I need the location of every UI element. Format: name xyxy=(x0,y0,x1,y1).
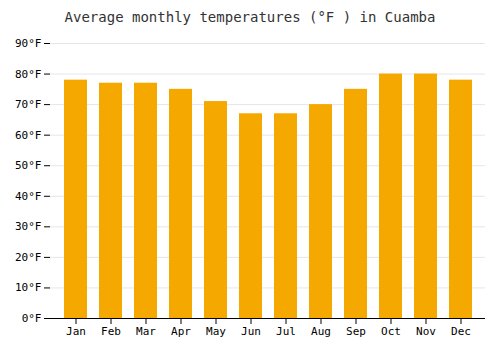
svg-text:70°F: 70°F xyxy=(15,98,42,111)
svg-text:40°F: 40°F xyxy=(15,190,42,203)
svg-text:20°F: 20°F xyxy=(15,251,42,264)
svg-text:80°F: 80°F xyxy=(15,68,42,81)
svg-text:Oct: Oct xyxy=(381,325,401,338)
svg-text:May: May xyxy=(206,325,226,338)
svg-text:90°F: 90°F xyxy=(15,37,42,50)
svg-text:Sep: Sep xyxy=(346,325,366,338)
svg-text:Jul: Jul xyxy=(276,325,296,338)
svg-text:Apr: Apr xyxy=(171,325,191,338)
svg-text:Mar: Mar xyxy=(136,325,156,338)
svg-text:Aug: Aug xyxy=(311,325,331,338)
svg-text:0°F: 0°F xyxy=(22,312,42,325)
svg-text:Jun: Jun xyxy=(241,325,261,338)
svg-text:Feb: Feb xyxy=(101,325,121,338)
svg-text:60°F: 60°F xyxy=(15,129,42,142)
svg-text:Jan: Jan xyxy=(66,325,86,338)
svg-text:10°F: 10°F xyxy=(15,281,42,294)
svg-text:Nov: Nov xyxy=(416,325,436,338)
svg-text:Dec: Dec xyxy=(451,325,471,338)
svg-text:30°F: 30°F xyxy=(15,220,42,233)
html-text:Average monthly temperatures (: Average monthly temperatures (°F ) in Cu… xyxy=(64,9,436,25)
svg-text:50°F: 50°F xyxy=(15,159,42,172)
